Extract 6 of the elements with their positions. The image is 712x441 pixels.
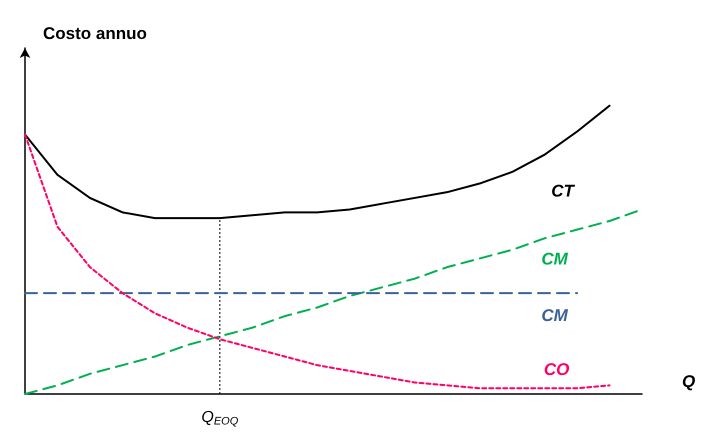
y-axis-title: Costo annuo (43, 24, 147, 43)
x-axis-title: Q (682, 372, 696, 391)
series-label: CM (541, 306, 569, 326)
series-label: CM (541, 249, 569, 268)
series-label: CT (551, 182, 576, 201)
series-label: CO (544, 360, 570, 380)
